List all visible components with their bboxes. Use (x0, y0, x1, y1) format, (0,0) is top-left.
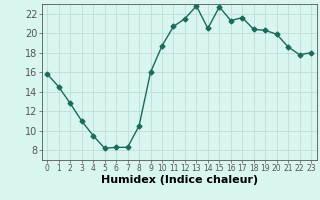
X-axis label: Humidex (Indice chaleur): Humidex (Indice chaleur) (100, 175, 258, 185)
